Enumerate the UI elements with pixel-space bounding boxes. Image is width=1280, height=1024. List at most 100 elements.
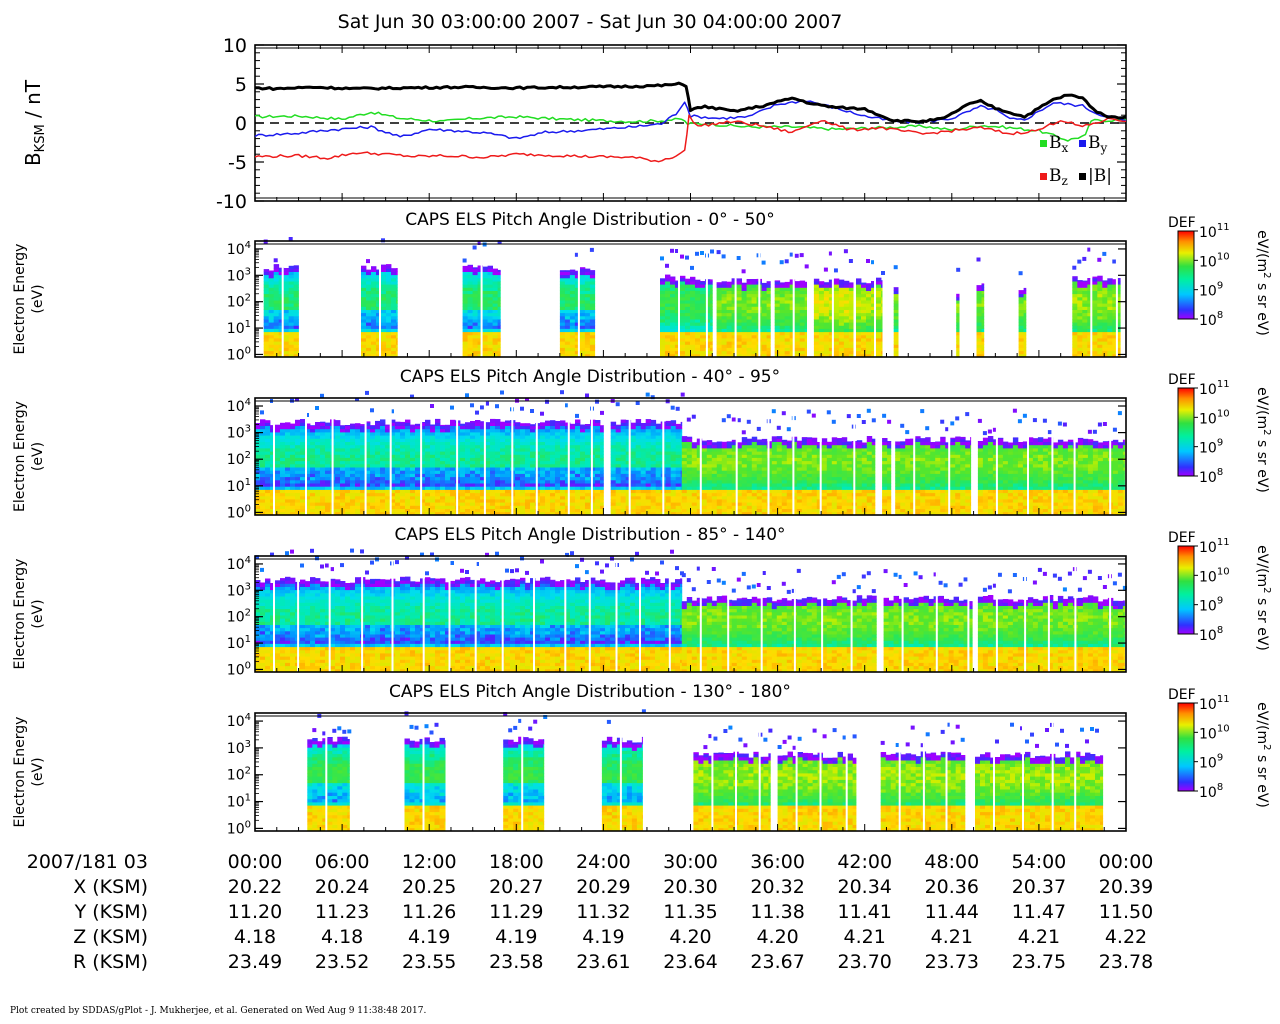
spectrogram-cell xyxy=(540,422,546,426)
spectrogram-cell xyxy=(746,328,752,333)
spectrogram-cell xyxy=(630,467,637,471)
spectrogram-cell xyxy=(823,338,830,342)
spectrogram-cell xyxy=(555,451,561,455)
spectrogram-cell xyxy=(450,441,456,446)
spectrogram-cell xyxy=(876,306,882,310)
spectrogram-cell xyxy=(495,467,501,471)
spectrogram-cell xyxy=(320,425,326,430)
spectrogram-cell xyxy=(550,457,556,462)
spectrogram-cell xyxy=(564,281,571,285)
spectrogram-cell xyxy=(1102,319,1108,323)
spectrogram-cell xyxy=(295,425,301,430)
spectrogram-cell xyxy=(315,495,321,500)
spectrogram-cell xyxy=(288,306,295,310)
spectrogram-cell xyxy=(500,425,506,430)
spectrogram-cell xyxy=(462,347,468,352)
spectrogram-cell xyxy=(515,444,521,449)
spectrogram-cell xyxy=(584,334,591,339)
spectrogram-cell xyxy=(565,479,571,484)
spectrogram-cell xyxy=(635,511,642,516)
spectrogram-cell xyxy=(285,428,291,433)
spectrogram-cell xyxy=(380,502,386,506)
spectrogram-cell xyxy=(283,344,290,348)
spectrogram-cell xyxy=(391,328,397,333)
spectrogram-cell xyxy=(856,328,862,333)
spectrogram-cell xyxy=(1077,287,1083,291)
spectrogram-cell xyxy=(579,281,586,285)
spectrogram-cell xyxy=(390,419,396,423)
spectrogram-cell xyxy=(475,467,481,471)
spectrogram-cell xyxy=(595,460,601,465)
spectrogram-cell xyxy=(465,444,471,449)
spectrogram-cell xyxy=(440,489,446,494)
spectrogram-cell xyxy=(390,470,396,474)
spectrogram-cell xyxy=(1087,319,1093,323)
spectrogram-cell xyxy=(1077,350,1083,355)
spectrogram-cell xyxy=(361,296,367,301)
spectrogram-cell xyxy=(381,341,387,345)
spectrogram-cell xyxy=(288,334,295,339)
spectrogram-cell xyxy=(575,508,581,513)
spectrogram-cell xyxy=(779,290,786,295)
spectrogram-cell xyxy=(410,486,416,490)
spectrogram-cell xyxy=(956,341,960,345)
spectrogram-cell xyxy=(477,284,483,288)
spectrogram-cell xyxy=(560,499,566,503)
spectrogram-cell xyxy=(579,331,586,336)
spectrogram-cell xyxy=(260,463,266,468)
spectrogram-cell xyxy=(640,451,647,455)
spectrogram-cell xyxy=(615,424,622,426)
spectrogram-cell xyxy=(415,502,421,506)
spectrogram-cell xyxy=(295,422,301,426)
spectrogram-cell xyxy=(410,467,416,471)
spectrogram-cell xyxy=(565,457,571,462)
spectrogram-cell xyxy=(450,444,456,449)
spectrogram-cell xyxy=(310,467,316,471)
spectrogram-cell xyxy=(380,505,386,509)
spectrogram-cell xyxy=(530,505,536,509)
spectrogram-cell xyxy=(625,438,632,442)
spectrogram-cell xyxy=(293,265,299,269)
colorbar-tick-label: 108 xyxy=(1199,310,1223,329)
spectrogram-cell xyxy=(545,511,551,516)
spectrogram-cell xyxy=(370,502,376,506)
spectrogram-cell xyxy=(789,331,796,336)
spectrogram-cell xyxy=(660,350,666,355)
spectrogram-cell xyxy=(710,338,713,342)
spectrogram-cell xyxy=(610,505,617,509)
spectrogram-cell xyxy=(305,428,311,433)
spectrogram-cell xyxy=(680,277,686,282)
spectrogram-cell xyxy=(1072,306,1078,310)
spectrogram-cell xyxy=(976,344,982,348)
spectrogram-cell xyxy=(293,338,299,342)
spectrogram-cell xyxy=(813,350,820,355)
spectrogram-cell xyxy=(420,444,426,449)
spectrogram-cell xyxy=(585,451,591,455)
spectrogram-cell xyxy=(515,467,521,471)
spectrogram-cell xyxy=(365,428,371,433)
spectrogram-cell xyxy=(595,448,601,452)
spectrogram-cell xyxy=(500,421,506,423)
spectrogram-cell xyxy=(976,303,982,307)
spectrogram-cell xyxy=(371,277,377,282)
spectrogram-cell xyxy=(425,428,431,433)
spectrogram-cell xyxy=(385,457,391,462)
spectrogram-cell xyxy=(530,444,536,449)
spectrogram-cell xyxy=(405,463,411,468)
spectrogram-cell xyxy=(690,319,696,323)
spectrogram-cell xyxy=(1092,315,1098,320)
spectrogram-cell xyxy=(450,473,456,478)
spectrogram-cell xyxy=(540,495,546,500)
spectrogram-cell xyxy=(630,508,637,513)
spectrogram-cell xyxy=(390,499,396,503)
spectrogram-cell xyxy=(794,319,801,323)
spectrogram-cell xyxy=(540,476,546,481)
spectrogram-cell xyxy=(1018,296,1024,301)
spectrogram-cell xyxy=(385,444,391,449)
spectrogram-cell xyxy=(263,350,270,355)
spectrogram-cell xyxy=(660,281,666,285)
spectrogram-cell xyxy=(290,511,296,516)
data-gap-line xyxy=(590,398,593,515)
spectrogram-cell xyxy=(386,312,392,317)
spectrogram-cell xyxy=(560,422,566,426)
